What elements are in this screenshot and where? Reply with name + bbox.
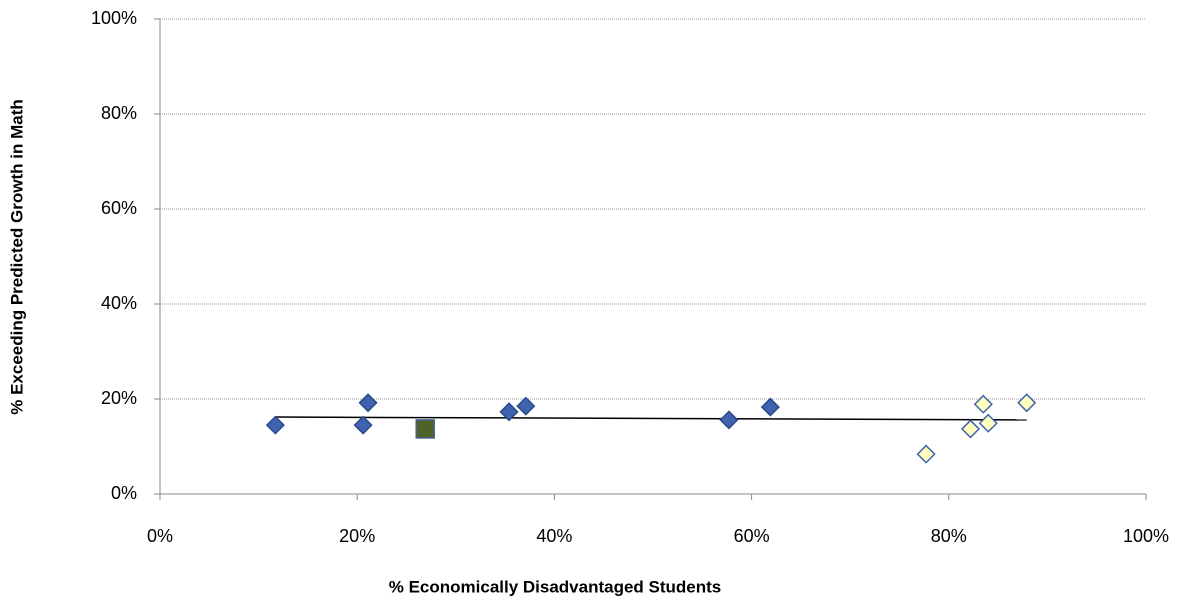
x-tick-label: 60% xyxy=(734,526,770,546)
x-tick-label: 80% xyxy=(931,526,967,546)
x-tick-label: 0% xyxy=(147,526,173,546)
y-tick-label: 100% xyxy=(91,8,137,28)
point xyxy=(960,419,981,439)
point xyxy=(978,413,998,433)
y-axis-title: % Exceeding Predicted Growth in Math xyxy=(7,99,26,415)
point xyxy=(265,415,285,435)
point xyxy=(499,402,519,422)
point xyxy=(916,444,936,464)
point xyxy=(415,419,435,439)
point xyxy=(1017,393,1037,413)
y-tick-label: 60% xyxy=(101,198,137,218)
point xyxy=(719,410,739,430)
point xyxy=(353,415,373,435)
point xyxy=(358,393,378,413)
y-tick-label: 80% xyxy=(101,103,137,123)
y-tick-label: 0% xyxy=(111,483,137,503)
point xyxy=(516,396,536,416)
point xyxy=(973,394,993,414)
trendline xyxy=(275,416,1027,421)
x-axis-title: % Economically Disadvantaged Students xyxy=(389,577,722,596)
x-tick-label: 20% xyxy=(339,526,375,546)
x-tick-label: 100% xyxy=(1123,526,1169,546)
x-tick-label: 40% xyxy=(536,526,572,546)
point xyxy=(760,397,780,417)
y-tick-label: 40% xyxy=(101,293,137,313)
y-tick-label: 20% xyxy=(101,388,137,408)
